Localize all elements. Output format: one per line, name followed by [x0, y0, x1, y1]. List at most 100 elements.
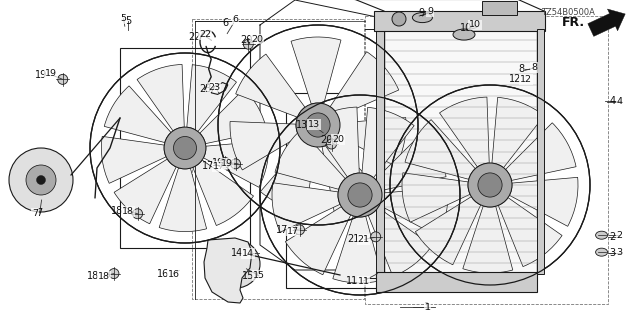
- Text: 4: 4: [610, 96, 616, 106]
- Wedge shape: [463, 206, 513, 273]
- Text: 16: 16: [157, 268, 169, 279]
- Circle shape: [371, 232, 381, 242]
- Text: 4: 4: [616, 97, 623, 106]
- Wedge shape: [137, 64, 184, 131]
- Ellipse shape: [453, 29, 475, 40]
- Wedge shape: [275, 130, 345, 189]
- Text: 8: 8: [531, 63, 538, 72]
- Circle shape: [109, 268, 119, 279]
- Text: 15: 15: [253, 271, 265, 280]
- Circle shape: [9, 148, 73, 212]
- Wedge shape: [362, 107, 414, 178]
- Text: 20: 20: [252, 35, 263, 44]
- Wedge shape: [337, 117, 406, 166]
- Circle shape: [36, 175, 45, 185]
- Text: 1: 1: [424, 303, 431, 312]
- Bar: [376, 29, 384, 274]
- Text: 17: 17: [202, 161, 214, 171]
- Text: 1: 1: [424, 301, 430, 312]
- Bar: [120, 48, 250, 248]
- Wedge shape: [204, 141, 269, 187]
- Text: 17: 17: [213, 162, 225, 171]
- Bar: [482, 1, 517, 15]
- Text: 11: 11: [346, 276, 358, 286]
- Circle shape: [306, 113, 330, 137]
- Wedge shape: [376, 133, 446, 190]
- Wedge shape: [310, 107, 359, 177]
- Polygon shape: [588, 9, 625, 36]
- Circle shape: [478, 173, 502, 197]
- Circle shape: [26, 165, 56, 195]
- Text: 18: 18: [111, 206, 123, 216]
- Wedge shape: [368, 208, 432, 276]
- Wedge shape: [333, 216, 383, 283]
- Text: 13: 13: [296, 120, 308, 131]
- Text: 10: 10: [469, 20, 481, 29]
- Text: 2: 2: [616, 231, 623, 240]
- Ellipse shape: [596, 231, 607, 239]
- Circle shape: [348, 183, 372, 207]
- Text: 18: 18: [87, 271, 99, 281]
- Ellipse shape: [596, 248, 607, 256]
- Text: 20: 20: [332, 135, 344, 144]
- Wedge shape: [200, 89, 267, 144]
- Wedge shape: [187, 65, 236, 132]
- Text: 8: 8: [519, 64, 525, 74]
- Circle shape: [164, 127, 206, 169]
- Text: FR.: FR.: [562, 15, 585, 28]
- Text: 3: 3: [616, 248, 623, 257]
- Text: 15: 15: [242, 271, 254, 281]
- Bar: [376, 272, 537, 292]
- Circle shape: [392, 12, 406, 26]
- Bar: [286, 92, 434, 287]
- Wedge shape: [101, 136, 166, 183]
- Text: 6: 6: [232, 15, 239, 24]
- Circle shape: [225, 253, 247, 275]
- Wedge shape: [506, 123, 576, 180]
- Bar: [192, 19, 364, 299]
- Circle shape: [338, 173, 382, 217]
- Circle shape: [243, 39, 253, 49]
- Bar: [537, 29, 544, 274]
- Text: 7: 7: [32, 209, 38, 218]
- Circle shape: [212, 240, 260, 288]
- Wedge shape: [236, 54, 305, 117]
- Wedge shape: [380, 187, 448, 236]
- Circle shape: [294, 225, 305, 235]
- Text: 17: 17: [287, 227, 299, 236]
- Text: 19: 19: [35, 70, 47, 80]
- Text: 17: 17: [276, 225, 288, 236]
- Text: 21: 21: [348, 234, 360, 244]
- Wedge shape: [509, 177, 578, 226]
- Text: 12: 12: [509, 74, 521, 84]
- Wedge shape: [104, 86, 171, 143]
- Wedge shape: [230, 122, 299, 170]
- Bar: [365, 16, 608, 304]
- Text: 9: 9: [427, 7, 433, 16]
- Text: 18: 18: [122, 207, 134, 216]
- Text: 14: 14: [243, 249, 254, 258]
- Circle shape: [468, 163, 512, 207]
- Text: 19: 19: [45, 69, 57, 78]
- Text: 21: 21: [358, 235, 369, 244]
- Wedge shape: [285, 207, 351, 275]
- Wedge shape: [402, 173, 470, 222]
- Text: 19: 19: [212, 157, 224, 168]
- Bar: [374, 11, 545, 31]
- Wedge shape: [415, 197, 481, 265]
- Text: 19: 19: [221, 159, 233, 168]
- Circle shape: [173, 137, 196, 159]
- Text: 16: 16: [168, 270, 180, 279]
- Text: 12: 12: [520, 75, 532, 84]
- Text: 10: 10: [460, 22, 472, 33]
- Circle shape: [326, 139, 337, 149]
- Bar: [384, 29, 537, 274]
- Wedge shape: [322, 141, 379, 212]
- Text: 14: 14: [231, 248, 243, 258]
- Text: 5: 5: [120, 14, 127, 23]
- Wedge shape: [114, 159, 176, 224]
- Wedge shape: [291, 37, 341, 104]
- Text: 6: 6: [223, 18, 228, 28]
- Text: 20: 20: [321, 135, 333, 145]
- Text: 22: 22: [199, 30, 211, 39]
